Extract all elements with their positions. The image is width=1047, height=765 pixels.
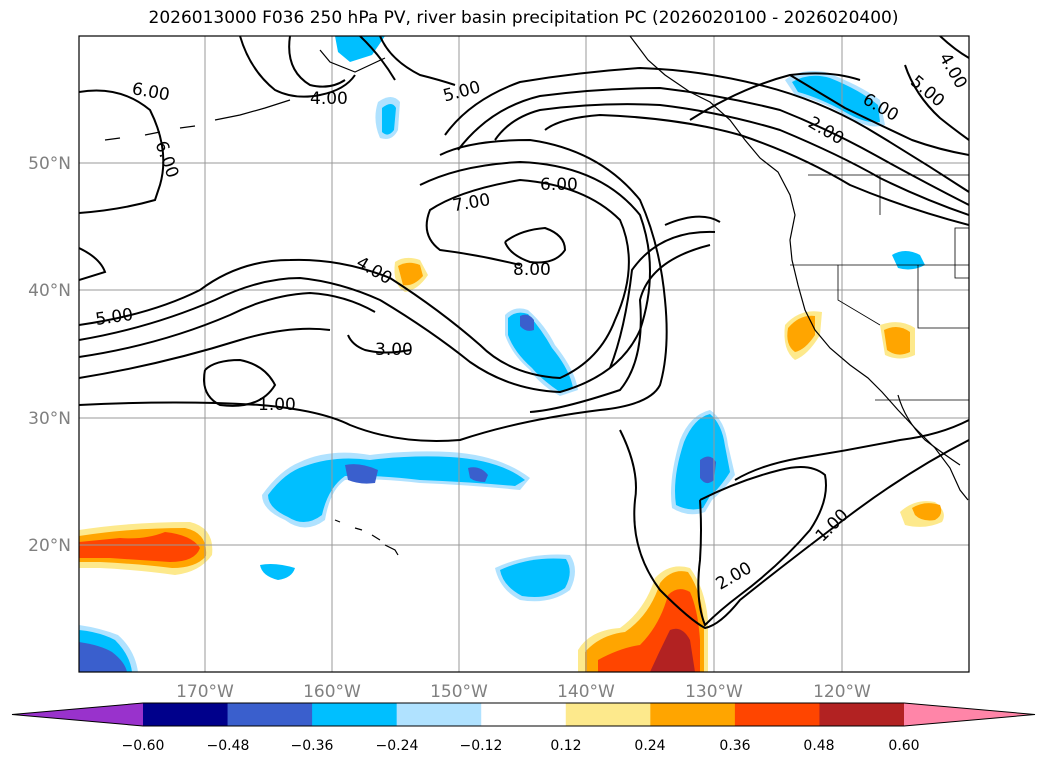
colorbar-segment: [481, 703, 567, 726]
colorbar-tick-label: 0.48: [803, 738, 834, 754]
map-frame: [78, 35, 970, 673]
colorbar-extend-high: [904, 703, 1035, 726]
colorbar-segment: [396, 703, 482, 726]
colorbar-tick-label: −0.60: [122, 738, 165, 754]
contour-label: 4.00: [310, 89, 348, 109]
colorbar-extend-low: [12, 703, 143, 726]
lon-label: 140°W: [557, 682, 615, 702]
lat-labels: 50°N 40°N 30°N 20°N: [28, 154, 71, 556]
colorbar-tick-label: −0.48: [207, 738, 250, 754]
lon-label: 170°W: [176, 682, 234, 702]
colorbar-tick-label: 0.60: [888, 738, 919, 754]
pv-contours: [79, 36, 969, 630]
colorbar-segment: [227, 703, 313, 726]
lon-label: 150°W: [430, 682, 488, 702]
colorbar-segment: [819, 703, 905, 726]
colorbar-tick-label: −0.36: [291, 738, 334, 754]
colorbar-outline: [11, 702, 1036, 727]
lat-label: 30°N: [28, 409, 71, 429]
colorbar-tick-label: 0.36: [719, 738, 750, 754]
contour-label: 6.00: [540, 175, 578, 195]
colorbar-segment: [312, 703, 398, 726]
colorbar-segment: [734, 703, 820, 726]
map-title: 2026013000 F036 250 hPa PV, river basin …: [148, 8, 899, 28]
colorbar-segment: [143, 703, 229, 726]
contour-label: 8.00: [513, 260, 551, 280]
lon-labels: 170°W 160°W 150°W 140°W 130°W 120°W: [176, 682, 871, 702]
lon-label: 120°W: [813, 682, 871, 702]
colorbar: [11, 702, 1036, 727]
colorbar-tick-label: 0.24: [634, 738, 665, 754]
colorbar-tick-label: −0.24: [376, 738, 419, 754]
colorbar-tick-label: 0.12: [550, 738, 581, 754]
colorbar-tick-label: −0.12: [460, 738, 503, 754]
colorbar-segment: [650, 703, 736, 726]
lon-label: 160°W: [303, 682, 361, 702]
lat-label: 50°N: [28, 154, 71, 174]
colorbar-ticks: −0.60 −0.48 −0.36 −0.24 −0.12 0.12 0.24 …: [122, 738, 920, 754]
colorbar-segment: [565, 703, 651, 726]
lon-label: 130°W: [685, 682, 743, 702]
lat-label: 40°N: [28, 281, 71, 301]
borders: [790, 174, 969, 401]
lat-label: 20°N: [28, 536, 71, 556]
map-area: 6.00 6.00 4.00 5.00 5.00 4.00 2.00 6.00 …: [79, 36, 969, 672]
contour-label: 3.00: [375, 340, 413, 360]
contour-label: 1.00: [258, 395, 296, 415]
